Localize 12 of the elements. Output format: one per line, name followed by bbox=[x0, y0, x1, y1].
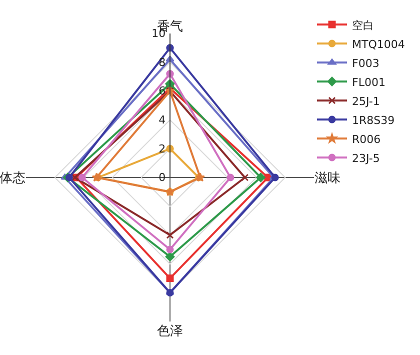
legend-label: R006 bbox=[352, 132, 381, 146]
y-tick-label: 6 bbox=[158, 84, 166, 98]
legend-label: F003 bbox=[352, 56, 380, 70]
legend-label: 25J-1 bbox=[352, 94, 380, 108]
legend-label: MTQ1004 bbox=[352, 38, 405, 51]
legend-label: 23J-5 bbox=[352, 152, 380, 165]
legend-label: FL001 bbox=[352, 76, 386, 89]
spoke-label: 滋味 bbox=[314, 171, 340, 186]
spoke-label: 色泽 bbox=[157, 324, 183, 339]
legend-label: 1R8S39 bbox=[352, 114, 395, 127]
y-tick-label: 4 bbox=[158, 113, 166, 126]
legend-label: 空白 bbox=[352, 18, 374, 32]
